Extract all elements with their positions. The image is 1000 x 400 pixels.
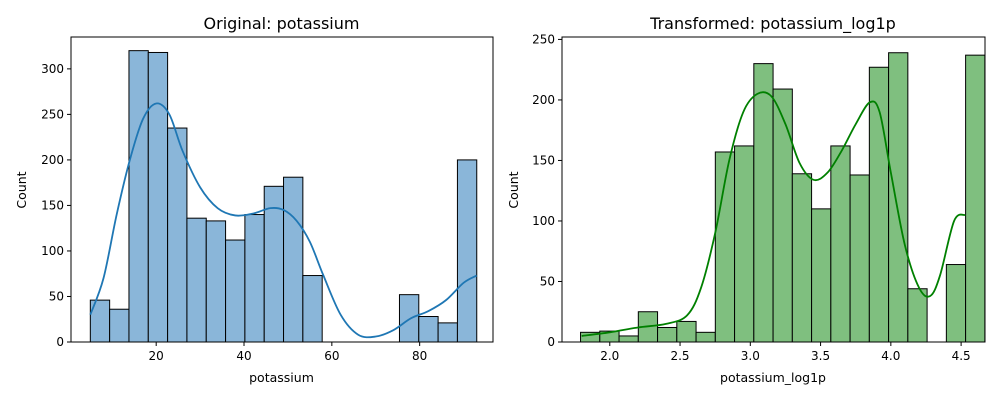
- histogram-bar-4: [657, 326, 678, 343]
- histogram-bar-13: [418, 316, 439, 343]
- histogram-bar-16: [888, 52, 909, 343]
- histogram-bar-8: [244, 214, 265, 343]
- histogram-bar-10: [772, 88, 793, 343]
- histogram-bar-3: [147, 51, 169, 343]
- plot-frame: [70, 36, 494, 343]
- y-tick-label: 0: [547, 335, 555, 349]
- x-axis-ticks: 20 40 60 80: [149, 342, 427, 363]
- histogram-bar-10: [283, 176, 304, 343]
- x-tick-label: 3.0: [741, 349, 760, 363]
- y-axis-ticks: 0 50 100 150 200 250: [532, 32, 562, 349]
- y-tick-label: 250: [41, 107, 64, 121]
- histogram-bar-11: [302, 275, 323, 343]
- x-axis-ticks: 2.0 2.5 3.0 3.5 4.0 4.5: [600, 342, 971, 363]
- x-tick-label: 2.5: [670, 349, 689, 363]
- y-tick-label: 50: [540, 274, 555, 288]
- x-tick-label: 3.5: [811, 349, 830, 363]
- histogram-bar-5: [186, 217, 207, 343]
- x-tick-label: 60: [324, 349, 339, 363]
- y-axis-label: Count: [14, 171, 29, 208]
- y-tick-label: 0: [56, 335, 64, 349]
- x-tick-label: 40: [236, 349, 251, 363]
- x-tick-label: 2.0: [600, 349, 619, 363]
- y-tick-label: 100: [41, 244, 64, 258]
- kde-curve-group: [89, 102, 478, 339]
- chart-original-potassium: Original: potassium potassium Count 20 40…: [14, 14, 494, 385]
- x-axis-label: potassium: [249, 370, 314, 385]
- chart-title: Original: potassium: [204, 14, 360, 33]
- histogram-bar-11: [791, 173, 813, 343]
- histogram-bar-1: [109, 308, 130, 343]
- kde-curve: [89, 102, 478, 339]
- x-tick-label: 20: [149, 349, 164, 363]
- histogram-bar-14: [437, 322, 458, 343]
- histogram-bars: [580, 52, 986, 343]
- histogram-bar-6: [695, 331, 716, 343]
- histogram-bar-17: [907, 288, 928, 343]
- y-tick-label: 50: [49, 289, 64, 303]
- y-tick-label: 250: [532, 32, 555, 46]
- histogram-bar-8: [734, 145, 755, 343]
- histogram-bar-4: [167, 127, 188, 343]
- y-tick-label: 300: [41, 62, 64, 76]
- x-tick-label: 4.5: [952, 349, 971, 363]
- histogram-bar-18: [945, 264, 967, 343]
- histogram-bar-2: [128, 50, 149, 343]
- histogram-bar-5: [676, 320, 697, 343]
- histogram-bar-2: [618, 335, 639, 343]
- histogram-bar-12: [811, 208, 832, 343]
- y-tick-label: 150: [41, 198, 64, 212]
- histogram-bar-14: [849, 174, 870, 343]
- histogram-bar-15: [456, 159, 478, 343]
- y-axis-ticks: 0 50 100 150 200 250 300: [41, 62, 71, 349]
- histogram-bar-13: [830, 145, 851, 343]
- x-axis-label: potassium_log1p: [720, 370, 826, 385]
- y-axis-label: Count: [506, 171, 521, 208]
- histogram-bar-19: [965, 54, 986, 343]
- chart-transformed-potassium-log1p: Transformed: potassium_log1p potassium_l…: [506, 14, 986, 385]
- histogram-bar-7: [225, 239, 246, 343]
- x-tick-label: 80: [412, 349, 427, 363]
- x-tick-label: 4.0: [881, 349, 900, 363]
- y-tick-label: 150: [532, 153, 555, 167]
- kde-curve-group: [581, 91, 966, 337]
- kde-curve: [581, 91, 966, 337]
- y-tick-label: 200: [532, 93, 555, 107]
- histogram-bar-6: [205, 220, 227, 343]
- histogram-bar-9: [753, 63, 774, 343]
- y-tick-label: 200: [41, 153, 64, 167]
- chart-title: Transformed: potassium_log1p: [649, 14, 896, 34]
- plot-frame: [561, 36, 986, 343]
- y-tick-label: 100: [532, 214, 555, 228]
